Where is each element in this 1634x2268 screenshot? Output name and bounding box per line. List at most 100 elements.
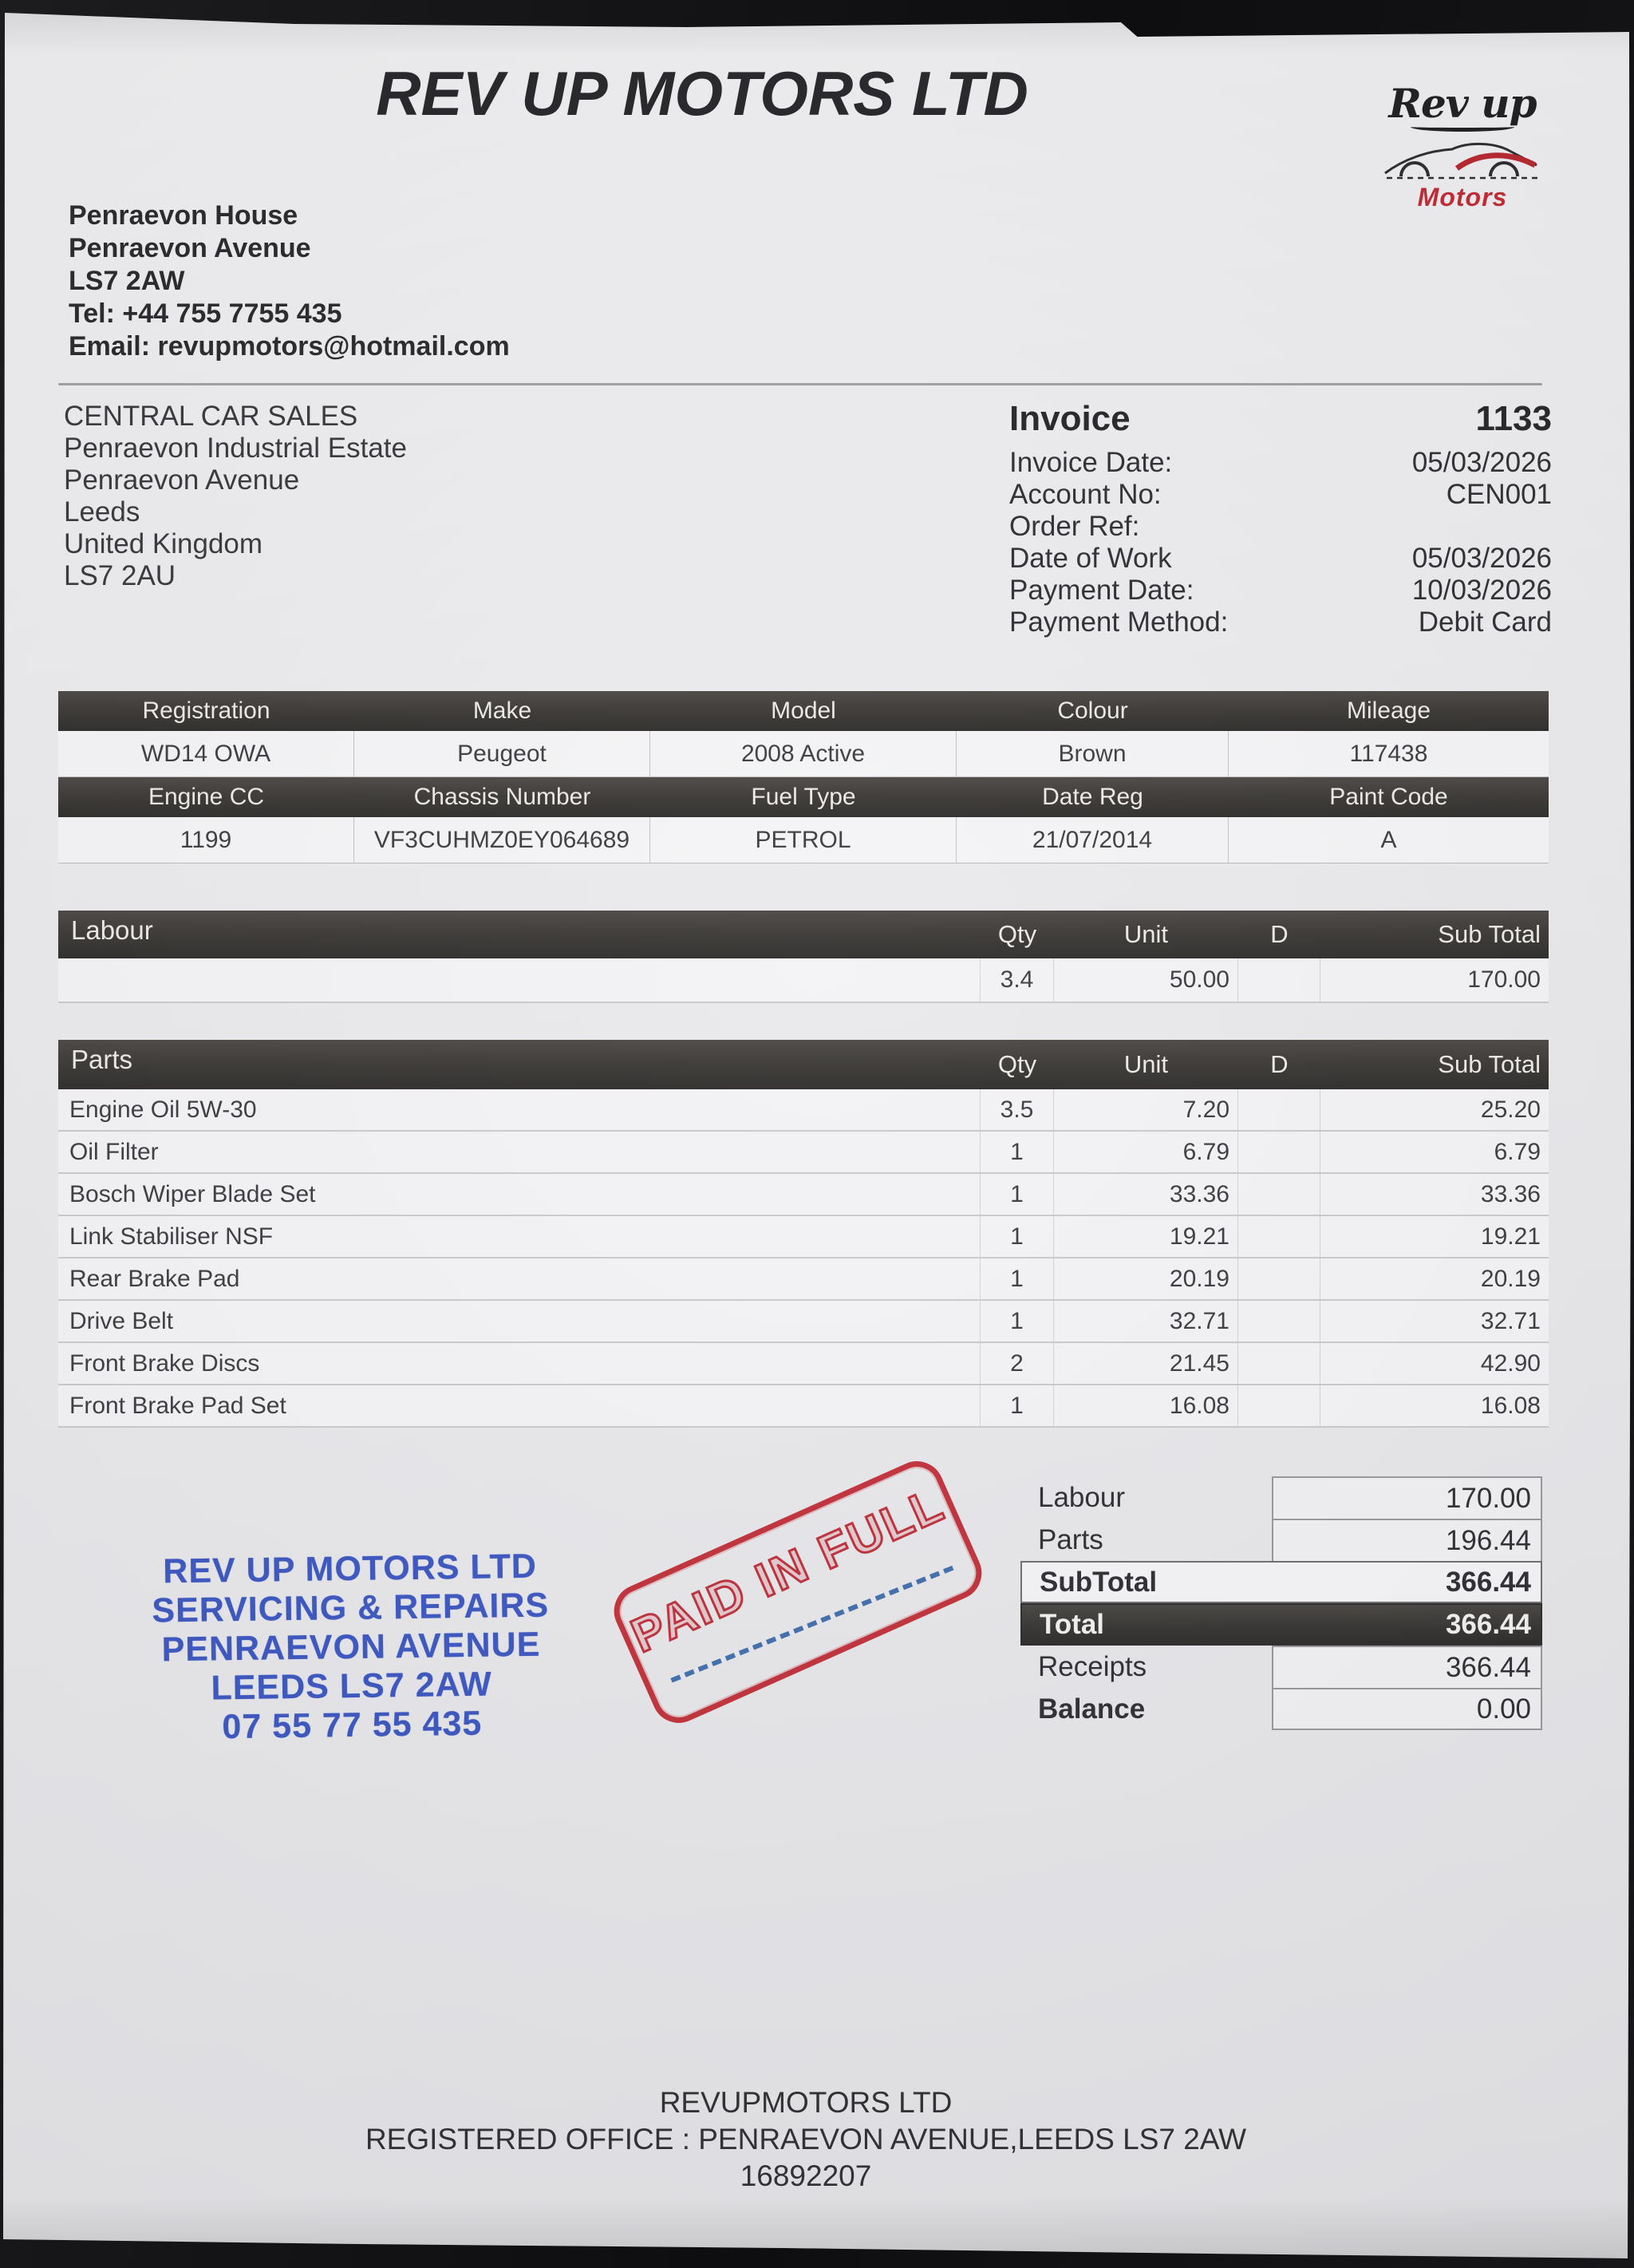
- invoice-heading-row: Invoice 1133: [1009, 399, 1552, 439]
- totals-row-labour: Labour 170.00: [1020, 1476, 1542, 1519]
- customer-address-line: CENTRAL CAR SALES: [64, 401, 358, 432]
- vehicle-header-cell: Make: [354, 691, 650, 731]
- blue-company-stamp: REV UP MOTORS LTD SERVICING & REPAIRS PE…: [102, 1547, 599, 1749]
- labour-unit: 50.00: [1054, 958, 1238, 1002]
- part-subtotal: 32.71: [1480, 1307, 1541, 1334]
- totals-label: Total: [1040, 1608, 1105, 1640]
- totals-row-balance: Balance 0.00: [1020, 1688, 1542, 1730]
- parts-col-unit: Unit: [1123, 1050, 1169, 1078]
- part-d: [1238, 1216, 1320, 1257]
- part-qty: 2: [981, 1343, 1054, 1384]
- part-subtotal: 16.08: [1480, 1392, 1541, 1419]
- part-name: Engine Oil 5W-30: [58, 1089, 981, 1130]
- labour-col-unit: Unit: [1123, 920, 1169, 948]
- invoice-field-row: Date of Work 05/03/2026: [1009, 543, 1552, 575]
- totals-label: SubTotal: [1040, 1566, 1158, 1598]
- labour-col-d: D: [1270, 920, 1289, 948]
- part-unit: 20.19: [1054, 1258, 1238, 1299]
- part-name: Drive Belt: [58, 1301, 981, 1341]
- vehicle-data-cell: WD14 OWA: [58, 731, 354, 777]
- customer-address-line: United Kingdom: [64, 528, 263, 559]
- vehicle-header-cell: Engine CC: [58, 777, 354, 817]
- header-divider-rule: [58, 383, 1542, 385]
- part-unit: 19.21: [1054, 1216, 1238, 1257]
- company-address-block: Penraevon House Penraevon Avenue LS7 2AW…: [69, 200, 510, 363]
- customer-address-line: Penraevon Industrial Estate: [64, 433, 407, 464]
- totals-row-total: Total 366.44: [1020, 1603, 1542, 1646]
- invoice-field-value: CEN001: [1446, 479, 1552, 510]
- part-subtotal: 33.36: [1480, 1180, 1541, 1207]
- part-d: [1238, 1343, 1320, 1384]
- totals-label: Balance: [1038, 1693, 1146, 1725]
- invoice-field-label: Invoice Date:: [1009, 447, 1173, 478]
- labour-col-subtotal: Sub Total: [1438, 920, 1541, 948]
- company-address-line: LS7 2AW: [69, 266, 185, 296]
- footer-line: REGISTERED OFFICE : PENRAEVON AVENUE,LEE…: [365, 2123, 1247, 2155]
- labour-qty: 3.4: [981, 958, 1054, 1002]
- company-logo: Rev up Motors: [1363, 80, 1562, 212]
- part-name: Rear Brake Pad: [58, 1258, 981, 1299]
- blue-stamp-line: PENRAEVON AVENUE: [161, 1625, 541, 1669]
- totals-label: Labour: [1038, 1481, 1125, 1513]
- totals-value: 170.00: [1272, 1476, 1542, 1519]
- vehicle-data-cell: 2008 Active: [650, 731, 957, 777]
- invoice-field-label: Payment Method:: [1009, 607, 1229, 638]
- part-unit: 7.20: [1054, 1089, 1238, 1130]
- vehicle-header-cell: Registration: [58, 691, 354, 731]
- invoice-field-label: Date of Work: [1009, 543, 1172, 574]
- customer-address-block: CENTRAL CAR SALES Penraevon Industrial E…: [64, 401, 407, 592]
- paid-in-full-stamp: PAID IN FULL: [605, 1452, 991, 1732]
- totals-row-receipts: Receipts 366.44: [1020, 1646, 1542, 1688]
- part-d: [1238, 1174, 1320, 1215]
- company-address-line: Penraevon House: [69, 200, 298, 231]
- footer-line: REVUPMOTORS LTD: [659, 2086, 953, 2119]
- part-d: [1238, 1132, 1320, 1172]
- parts-table-header: Parts Qty Unit D Sub Total: [58, 1040, 1549, 1089]
- totals-label: Receipts: [1038, 1650, 1147, 1682]
- totals-value: 366.44: [1445, 1608, 1531, 1640]
- invoice-field-row: Invoice Date: 05/03/2026: [1009, 447, 1552, 479]
- part-unit: 21.45: [1054, 1343, 1238, 1384]
- invoice-field-value: 05/03/2026: [1411, 447, 1552, 478]
- vehicle-header-cell: Colour: [957, 691, 1229, 731]
- part-qty: 1: [981, 1216, 1054, 1257]
- vehicle-data-cell: Brown: [957, 731, 1229, 777]
- labour-subtotal: 170.00: [1467, 966, 1541, 993]
- blue-stamp-line: 07 55 77 55 435: [222, 1704, 483, 1747]
- vehicle-header-cell: Mileage: [1229, 691, 1549, 731]
- totals-summary: Labour 170.00 Parts 196.44 SubTotal 366.…: [1020, 1476, 1542, 1730]
- customer-address-line: Penraevon Avenue: [64, 464, 300, 496]
- part-name: Bosch Wiper Blade Set: [58, 1174, 981, 1215]
- invoice-field-value: Debit Card: [1418, 607, 1552, 638]
- labour-col-qty: Qty: [997, 920, 1037, 948]
- customer-address-line: LS7 2AU: [64, 560, 176, 591]
- logo-motors-text: Motors: [1417, 183, 1508, 211]
- parts-row: Front Brake Pad Set 1 16.08 16.08: [58, 1385, 1549, 1428]
- part-d: [1238, 1385, 1320, 1426]
- vehicle-data-cell: PETROL: [650, 817, 957, 863]
- invoice-field-value: 05/03/2026: [1411, 543, 1552, 574]
- part-subtotal: 42.90: [1480, 1349, 1541, 1377]
- totals-value: 366.44: [1445, 1566, 1531, 1598]
- part-unit: 6.79: [1054, 1132, 1238, 1172]
- part-subtotal: 6.79: [1494, 1138, 1541, 1165]
- totals-row-parts: Parts 196.44: [1020, 1519, 1542, 1561]
- part-qty: 3.5: [981, 1089, 1054, 1130]
- parts-section-title: Parts: [71, 1045, 133, 1074]
- part-unit: 33.36: [1054, 1174, 1238, 1215]
- customer-address-line: Leeds: [64, 496, 140, 527]
- parts-row: Engine Oil 5W-30 3.5 7.20 25.20: [58, 1089, 1549, 1132]
- company-address-line: Tel: +44 755 7755 435: [69, 298, 342, 329]
- company-address-line: Penraevon Avenue: [69, 233, 311, 263]
- part-d: [1238, 1089, 1320, 1130]
- part-name: Front Brake Discs: [58, 1343, 981, 1384]
- vehicle-header-cell: Date Reg: [957, 777, 1229, 817]
- vehicle-header-cell: Chassis Number: [354, 777, 650, 817]
- parts-table: Parts Qty Unit D Sub Total Engine Oil 5W…: [58, 1040, 1549, 1428]
- part-unit: 16.08: [1054, 1385, 1238, 1426]
- registered-office-footer: REVUPMOTORS LTD REGISTERED OFFICE : PENR…: [3, 2084, 1612, 2195]
- blue-stamp-line: REV UP MOTORS LTD: [163, 1547, 538, 1591]
- parts-row: Bosch Wiper Blade Set 1 33.36 33.36: [58, 1174, 1549, 1216]
- part-d: [1238, 1258, 1320, 1299]
